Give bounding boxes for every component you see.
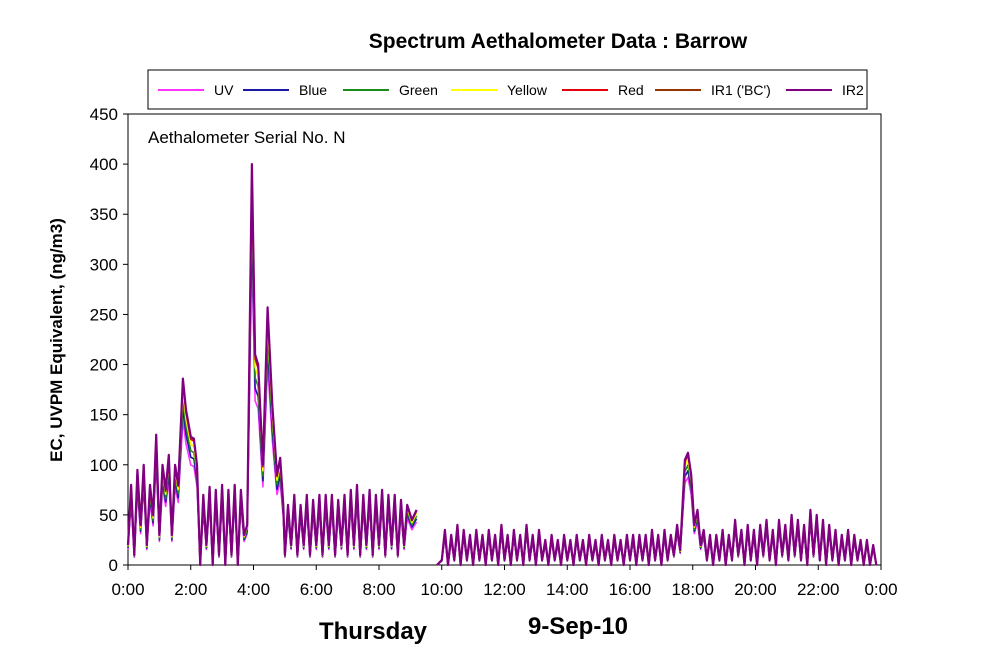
chart-title: Spectrum Aethalometer Data : Barrow: [369, 30, 748, 53]
series-line-ir2: [126, 163, 878, 567]
y-tick-label: 400: [90, 155, 118, 174]
legend: UV Blue Green Yellow Red IR1 ('BC') IR2: [147, 69, 868, 110]
x-tick-label: 14:00: [546, 580, 589, 599]
y-tick-label: 150: [90, 406, 118, 425]
chart-annotation: Aethalometer Serial No. N: [148, 128, 345, 147]
x-axis-ticks: 0:00 2:00 4:00 6:00 8:00 10:00 12:00 14:00 16:00…: [111, 565, 898, 599]
x-tick-label: 20:00: [734, 580, 777, 599]
legend-label: IR1 ('BC'): [711, 82, 771, 98]
y-tick-label: 250: [90, 305, 118, 324]
legend-label: Green: [399, 82, 438, 98]
x-tick-label: 0:00: [111, 580, 144, 599]
x-tick-label: 22:00: [797, 580, 840, 599]
legend-label: IR2: [842, 82, 864, 98]
series-layer: [126, 163, 878, 567]
x-axis-date-label: 9-Sep-10: [528, 613, 628, 640]
x-tick-label: 6:00: [300, 580, 333, 599]
legend-label: Yellow: [507, 82, 548, 98]
y-tick-label: 100: [90, 456, 118, 475]
legend-label: Blue: [299, 82, 327, 98]
x-tick-label: 12:00: [483, 580, 526, 599]
x-tick-label: 18:00: [671, 580, 714, 599]
x-tick-label: 8:00: [362, 580, 395, 599]
legend-label: Red: [618, 82, 644, 98]
legend-label: UV: [214, 82, 234, 98]
x-tick-label: 10:00: [420, 580, 463, 599]
y-axis-ticks: 0 50 100 150 200 250 300 350 400 450: [90, 105, 128, 575]
y-tick-label: 50: [99, 506, 118, 525]
x-tick-label: 2:00: [174, 580, 207, 599]
x-tick-label: 4:00: [237, 580, 270, 599]
y-tick-label: 0: [109, 556, 118, 575]
y-tick-label: 300: [90, 255, 118, 274]
y-tick-label: 350: [90, 205, 118, 224]
x-axis-day-label: Thursday: [319, 618, 428, 645]
y-axis-label: EC, UVPM Equivalent, (ng/m3): [47, 218, 66, 462]
y-tick-label: 200: [90, 356, 118, 375]
y-tick-label: 450: [90, 105, 118, 124]
x-tick-label: 16:00: [609, 580, 652, 599]
x-tick-label: 0:00: [864, 580, 897, 599]
